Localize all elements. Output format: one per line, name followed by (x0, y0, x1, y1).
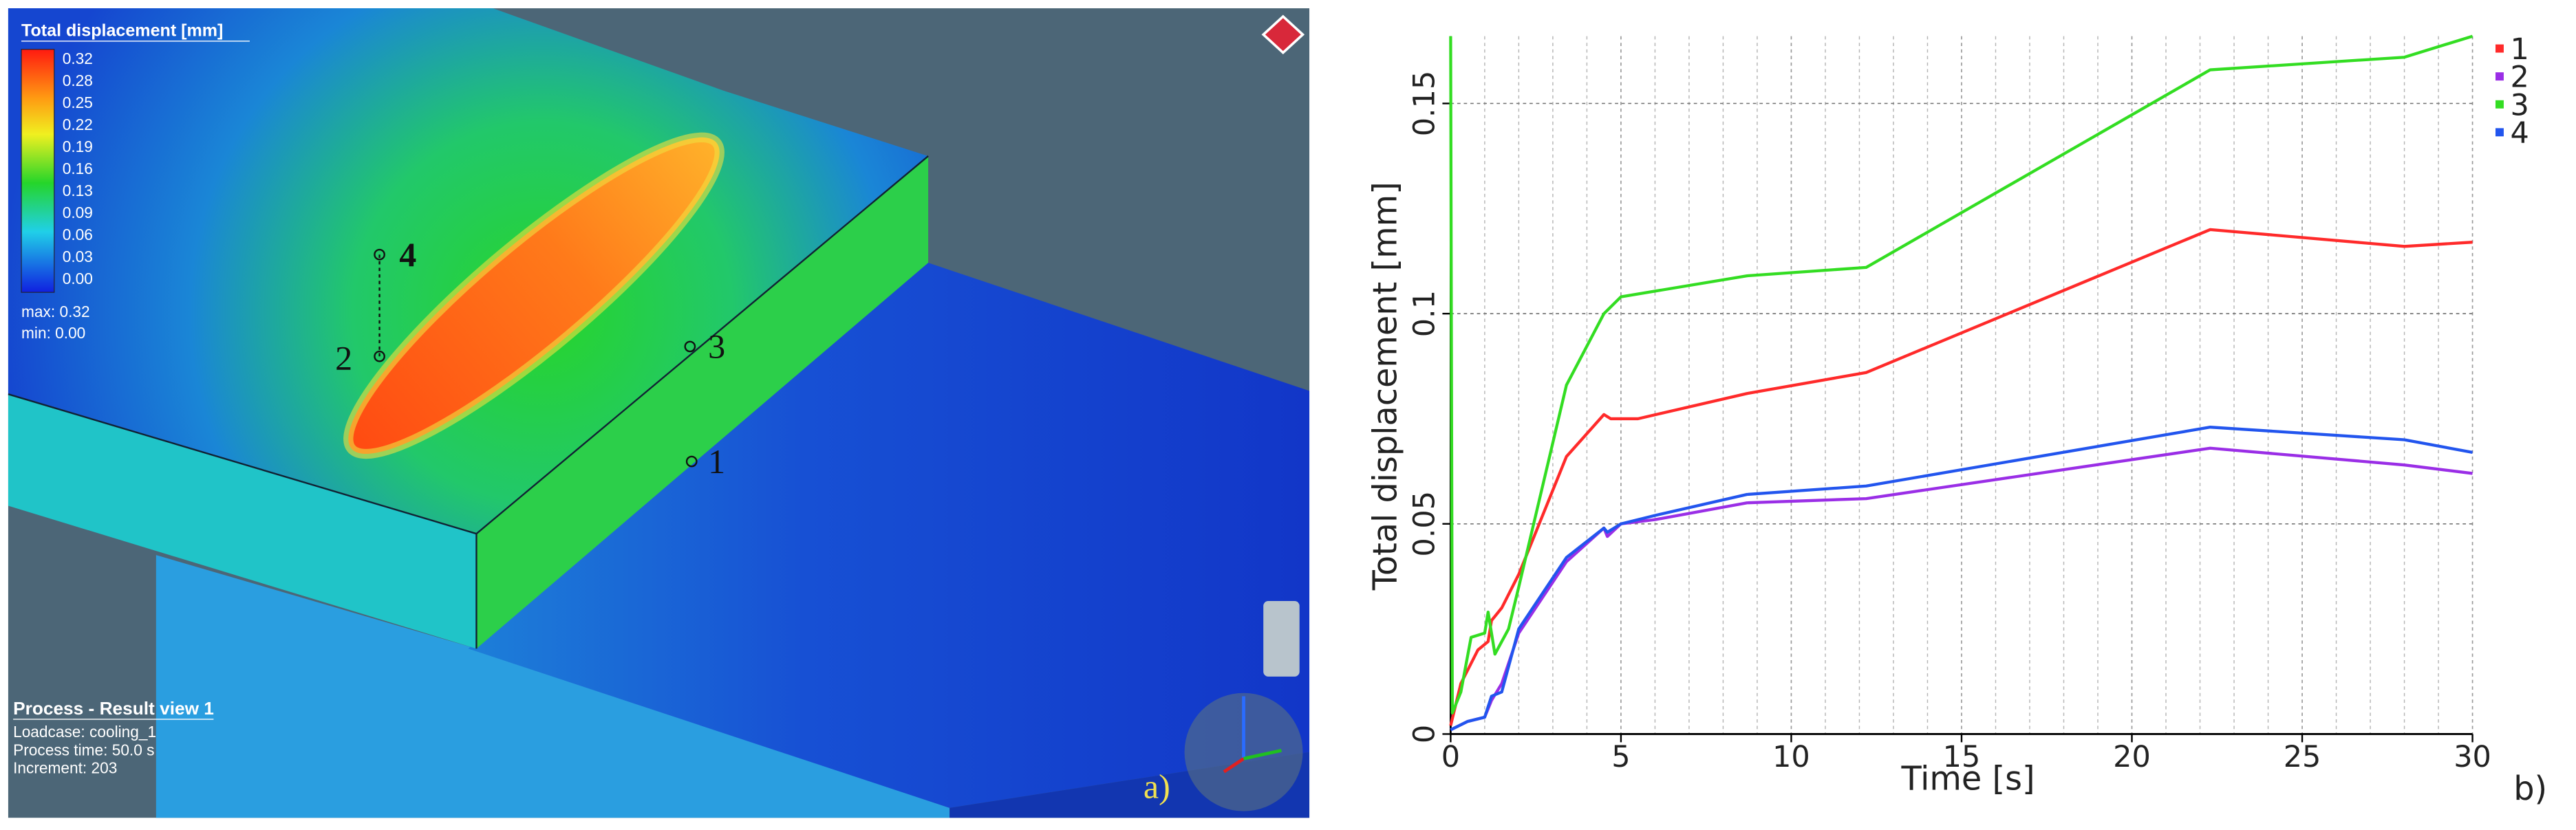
lower-plate-front (155, 555, 950, 818)
info-line: Increment: 203 (13, 759, 117, 777)
series-line (1449, 228, 2473, 726)
scale-labels: 0.32 0.28 0.25 0.22 0.19 0.16 0.13 0.09 0.06 0.03… (63, 50, 93, 287)
y-tick-label: 0.1 (1408, 290, 1442, 337)
scale-label: 0.03 (63, 248, 93, 265)
simulation-view: Total displacement [mm] 0.32 0.28 0.25 0.22… (8, 8, 1310, 818)
block-side (476, 155, 929, 649)
panel-label: a) (1144, 767, 1170, 806)
scale-label: 0.09 (63, 204, 93, 221)
chart: Time [s] Total displacement [mm] b) 0 5 10… (1346, 8, 2576, 821)
scale-label: 0.06 (63, 226, 93, 243)
point-label: 4 (399, 235, 416, 274)
scale-label: 0.28 (63, 72, 93, 89)
point-marker (685, 455, 698, 468)
scale-label: 0.19 (63, 138, 93, 155)
weld-halo (343, 132, 724, 459)
point-label: 3 (708, 327, 725, 366)
scale-label: 0.16 (63, 160, 93, 177)
y-axis-title: Total displacement [mm] (1367, 182, 1405, 591)
y-tick-label: 0.15 (1408, 71, 1442, 137)
point-marker (374, 248, 385, 261)
legend-swatch (2496, 72, 2504, 81)
scale-label: 0.00 (63, 270, 93, 287)
legend-label: 1 (2510, 32, 2529, 67)
x-axis-title: Time [s] (1900, 761, 2035, 798)
legend-label: 3 (2510, 88, 2529, 122)
logo (1261, 14, 1305, 54)
points: 4 2 3 1 (335, 235, 725, 481)
legend-label: 4 (2510, 116, 2529, 151)
min-label: min: 0.00 (21, 324, 85, 342)
x-tick-label: 0 (1441, 740, 1460, 774)
legend-swatch (2496, 44, 2504, 53)
point-label: 2 (335, 338, 352, 377)
series-line (1449, 34, 2473, 715)
x-tick-label: 10 (1772, 740, 1810, 774)
x-tick-label: 15 (1943, 740, 1981, 774)
x-tick-label: 30 (2454, 740, 2491, 774)
lower-plate-top (468, 263, 1310, 808)
point-marker (374, 350, 385, 362)
view-title: Process - Result view 1 (13, 698, 214, 719)
x-tick-label: 25 (2284, 740, 2321, 774)
axis-x (1223, 757, 1245, 774)
point-label: 1 (708, 442, 725, 481)
info-line: Process time: 50.0 s (13, 741, 154, 758)
scale-label: 0.32 (63, 50, 93, 67)
color-scale (21, 49, 55, 293)
series-line (1450, 426, 2473, 732)
legend-swatch (2496, 100, 2504, 109)
y-tick-label: 0.05 (1408, 491, 1442, 557)
legend-title: Total displacement [mm] (21, 21, 223, 41)
scale-label: 0.25 (63, 94, 93, 111)
toolbar[interactable] (1263, 601, 1300, 677)
block-front (8, 394, 477, 649)
scale-label: 0.22 (63, 116, 93, 133)
scale-label: 0.13 (63, 182, 93, 199)
info-line: Loadcase: cooling_1 (13, 723, 156, 741)
legend-swatch (2496, 128, 2504, 137)
x-tick-label: 20 (2113, 740, 2151, 774)
x-tick-label: 5 (1611, 740, 1630, 774)
weld-bead (348, 137, 720, 455)
legend-label: 2 (2510, 61, 2529, 95)
panel-label: b) (2513, 770, 2547, 808)
y-tick-label: 0 (1408, 725, 1442, 743)
max-label: max: 0.32 (21, 303, 90, 320)
axis-y (1243, 748, 1282, 761)
point-marker (684, 340, 696, 353)
